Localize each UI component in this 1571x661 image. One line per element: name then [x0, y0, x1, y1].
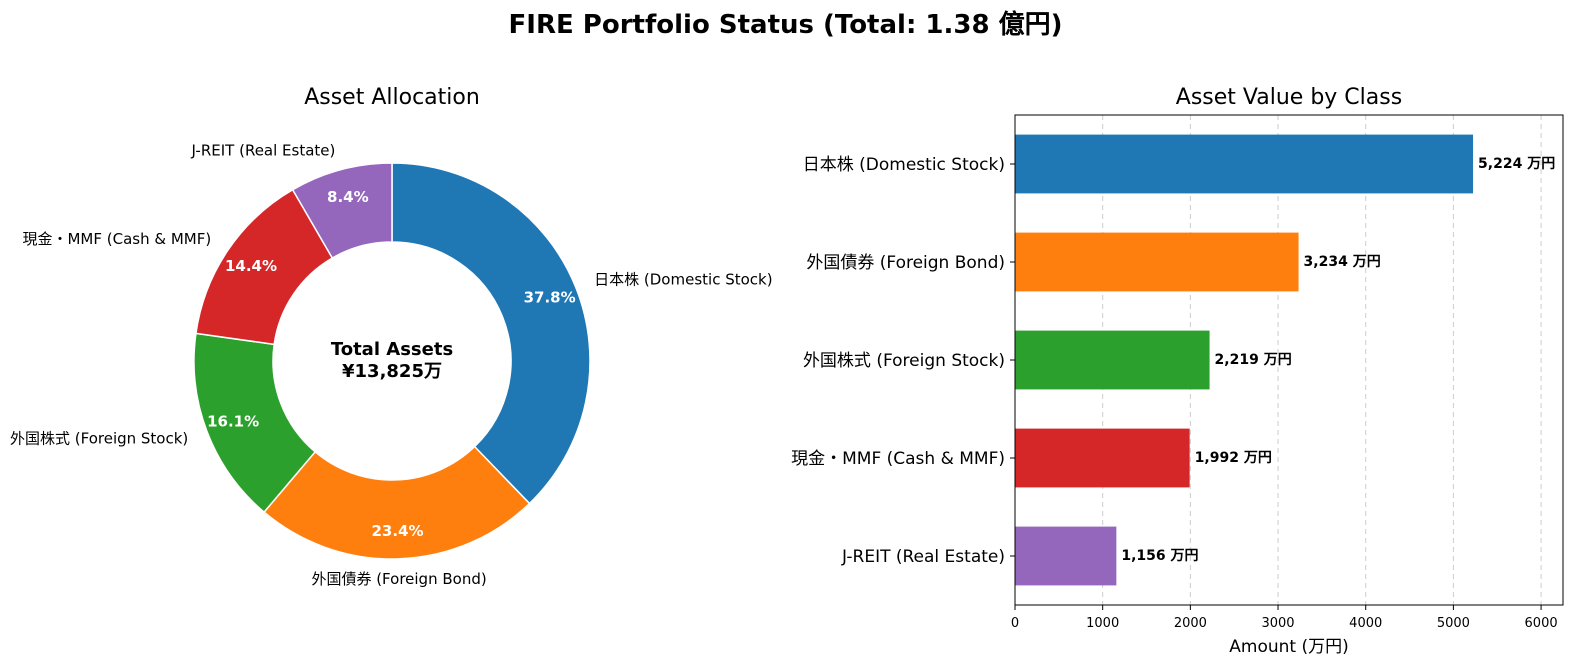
x-tick-label: 1000	[1086, 616, 1119, 631]
bar-value-label: 5,224 万円	[1478, 156, 1555, 172]
bar-chart: Asset Value by Class 0 1000 2000 3000 4000 50…	[791, 85, 1564, 657]
bar-title: Asset Value by Class	[1176, 85, 1402, 110]
x-tick-label: 2000	[1174, 616, 1207, 631]
pie-slice-label: 外国債券 (Foreign Bond)	[311, 570, 486, 588]
bar-foreign-stock	[1015, 330, 1210, 390]
category-label: J-REIT (Real Estate)	[841, 547, 1005, 567]
bar-mmf-cash-mmf	[1015, 428, 1190, 488]
x-tick-label: 0	[1011, 616, 1019, 631]
center-total-value: ¥13,825万	[342, 361, 442, 382]
bar-bars	[1015, 134, 1474, 586]
pie-pct-label: 37.8%	[524, 288, 576, 306]
pie-slice-label: 外国株式 (Foreign Stock)	[10, 430, 188, 448]
pie-slice-j-reit-real-estate	[291, 162, 393, 260]
pie-slice-label: 日本株 (Domestic Stock)	[594, 270, 772, 288]
category-label: 現金・MMF (Cash & MMF)	[791, 449, 1005, 469]
pie-slice-label: J-REIT (Real Estate)	[191, 141, 336, 159]
x-axis-ticks: 0 1000 2000 3000 4000 5000 6000	[1011, 605, 1558, 631]
pie-labels: 37.8% 日本株 (Domestic Stock) 23.4% 外国債券 (Fore…	[10, 141, 773, 587]
bar-value-label: 1,156 万円	[1121, 548, 1198, 564]
bar-domestic-stock	[1015, 134, 1474, 194]
pie-pct-label: 16.1%	[207, 413, 259, 431]
category-label: 外国債券 (Foreign Bond)	[806, 253, 1005, 273]
pie-slice-foreign-bond	[263, 445, 531, 560]
category-label: 日本株 (Domestic Stock)	[803, 155, 1005, 175]
bar-value-label: 3,234 万円	[1304, 254, 1381, 270]
x-tick-label: 5000	[1437, 616, 1470, 631]
x-axis-label: Amount (万円)	[1229, 637, 1348, 657]
x-tick-label: 6000	[1525, 616, 1558, 631]
x-tick-label: 3000	[1261, 616, 1294, 631]
x-tick-label: 4000	[1349, 616, 1382, 631]
donut-chart: Asset Allocation 37.8% 日本株 (Domestic Stoc…	[10, 85, 773, 588]
pie-slice-label: 現金・MMF (Cash & MMF)	[22, 230, 211, 248]
pie-slice-domestic-stock	[391, 162, 591, 505]
pie-pct-label: 8.4%	[327, 188, 369, 206]
bar-value-label: 2,219 万円	[1215, 352, 1292, 368]
pie-pct-label: 14.4%	[225, 257, 277, 275]
bar-value-labels: 5,224 万円 3,234 万円 2,219 万円 1,992 万円 1,156 万円	[1121, 156, 1555, 564]
y-axis-categories: 日本株 (Domestic Stock) 外国債券 (Foreign Bond) 外…	[791, 155, 1015, 567]
bar-foreign-bond	[1015, 232, 1299, 292]
pie-title: Asset Allocation	[304, 85, 480, 110]
bar-value-label: 1,992 万円	[1195, 450, 1272, 466]
main-title: FIRE Portfolio Status (Total: 1.38 億円)	[508, 10, 1063, 40]
bar-j-reit-real-estate	[1015, 526, 1117, 586]
pie-slices	[193, 162, 591, 560]
category-label: 外国株式 (Foreign Stock)	[803, 351, 1005, 371]
center-total-label: Total Assets	[331, 339, 453, 360]
pie-pct-label: 23.4%	[371, 522, 423, 540]
